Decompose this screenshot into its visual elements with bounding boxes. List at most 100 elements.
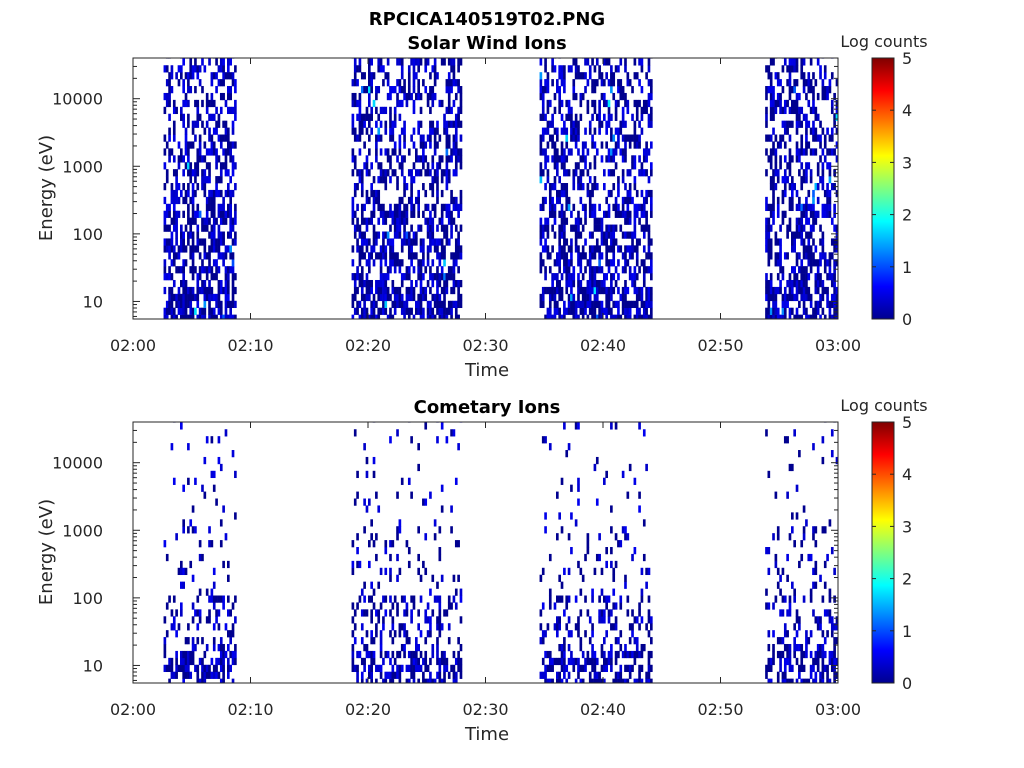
heatmap-cell bbox=[205, 664, 209, 673]
heatmap-cell bbox=[588, 307, 592, 315]
heatmap-cell bbox=[412, 671, 416, 679]
heatmap-cell bbox=[224, 72, 228, 80]
heatmap-cell bbox=[570, 120, 573, 128]
heatmap-cell bbox=[436, 273, 439, 281]
heatmap-cell bbox=[821, 245, 825, 253]
heatmap-cell bbox=[217, 671, 221, 679]
heatmap-cell bbox=[210, 224, 214, 232]
heatmap-cell bbox=[800, 664, 804, 673]
heatmap-cell bbox=[447, 79, 451, 87]
heatmap-cell bbox=[393, 266, 397, 274]
heatmap-cell bbox=[835, 231, 838, 239]
heatmap-cell bbox=[219, 286, 223, 295]
heatmap-cell bbox=[795, 203, 799, 212]
heatmap-cell bbox=[765, 113, 768, 121]
heatmap-cell bbox=[377, 127, 381, 135]
heatmap-cell bbox=[586, 106, 590, 115]
heatmap-cell bbox=[187, 99, 190, 108]
heatmap-cell bbox=[407, 293, 411, 302]
heatmap-cell bbox=[579, 307, 583, 315]
heatmap-cell bbox=[638, 217, 641, 225]
heatmap-cell bbox=[781, 650, 785, 659]
heatmap-cell bbox=[772, 106, 775, 115]
heatmap-cell bbox=[452, 678, 456, 683]
heatmap-cell bbox=[445, 155, 449, 163]
heatmap-cell bbox=[821, 210, 825, 218]
heatmap-cell bbox=[353, 183, 357, 191]
heatmap-cell bbox=[619, 245, 623, 253]
heatmap-cell bbox=[196, 623, 200, 631]
heatmap-cell bbox=[417, 273, 420, 281]
heatmap-cell bbox=[403, 238, 406, 246]
heatmap-cell bbox=[642, 106, 646, 115]
heatmap-cell bbox=[805, 127, 808, 135]
heatmap-cell bbox=[229, 148, 232, 156]
heatmap-cell bbox=[438, 547, 442, 555]
heatmap-cell bbox=[446, 686, 449, 693]
heatmap-cell bbox=[231, 79, 235, 87]
heatmap-cell bbox=[560, 252, 564, 260]
heatmap-cell bbox=[772, 176, 775, 184]
heatmap-cell bbox=[814, 540, 818, 548]
heatmap-cell bbox=[617, 176, 620, 184]
heatmap-cell bbox=[830, 217, 834, 225]
heatmap-cell bbox=[457, 86, 460, 94]
heatmap-cell bbox=[786, 609, 789, 617]
heatmap-cell bbox=[570, 148, 573, 156]
heatmap-cell bbox=[640, 210, 644, 218]
heatmap-cell bbox=[776, 99, 780, 108]
heatmap-cell bbox=[783, 210, 787, 218]
heatmap-cell bbox=[372, 245, 376, 253]
heatmap-cell bbox=[424, 686, 427, 693]
heatmap-cell bbox=[231, 224, 235, 232]
heatmap-cell bbox=[354, 322, 357, 329]
heatmap-cell bbox=[182, 300, 185, 309]
heatmap-cell bbox=[351, 616, 355, 624]
heatmap-cell bbox=[424, 657, 428, 666]
heatmap-cell bbox=[805, 273, 808, 281]
heatmap-cell bbox=[168, 678, 171, 683]
heatmap-cell bbox=[164, 322, 167, 329]
heatmap-cell bbox=[614, 196, 618, 205]
heatmap-cell bbox=[229, 176, 232, 184]
heatmap-cell bbox=[429, 623, 432, 631]
heatmap-cell bbox=[821, 436, 825, 444]
heatmap-cell bbox=[175, 314, 178, 319]
heatmap-cell bbox=[581, 307, 585, 315]
heatmap-cell bbox=[610, 169, 613, 177]
heatmap-cell bbox=[772, 293, 775, 302]
heatmap-cell bbox=[198, 314, 202, 319]
heatmap-cell bbox=[588, 65, 592, 73]
heatmap-cell bbox=[588, 678, 592, 683]
heatmap-cell bbox=[631, 664, 634, 673]
heatmap-cell bbox=[368, 217, 371, 225]
heatmap-cell bbox=[593, 99, 597, 108]
heatmap-cell bbox=[438, 526, 442, 534]
heatmap-cell bbox=[605, 307, 608, 315]
heatmap-cell bbox=[577, 477, 580, 485]
heatmap-cell bbox=[560, 650, 564, 659]
heatmap-cell bbox=[189, 162, 193, 170]
heatmap-cell bbox=[459, 86, 463, 94]
heatmap-cell bbox=[563, 238, 566, 246]
heatmap-cell bbox=[769, 162, 773, 170]
heatmap-cell bbox=[633, 120, 637, 128]
heatmap-cell bbox=[208, 526, 211, 534]
x-tick-label: 02:10 bbox=[227, 700, 273, 719]
heatmap-cell bbox=[584, 686, 587, 693]
heatmap-cell bbox=[800, 162, 804, 170]
heatmap-cell bbox=[391, 279, 395, 288]
heatmap-cell bbox=[626, 79, 630, 87]
heatmap-cell bbox=[447, 72, 451, 80]
heatmap-cell bbox=[584, 307, 587, 315]
heatmap-cell bbox=[593, 141, 597, 149]
heatmap-cell bbox=[410, 595, 413, 603]
heatmap-cell bbox=[598, 127, 601, 135]
heatmap-cell bbox=[163, 259, 167, 267]
heatmap-cell bbox=[356, 245, 359, 253]
heatmap-cell bbox=[563, 307, 566, 315]
heatmap-cell bbox=[633, 657, 637, 666]
heatmap-cell bbox=[454, 657, 458, 666]
heatmap-cell bbox=[617, 273, 620, 281]
heatmap-cell bbox=[168, 595, 171, 603]
